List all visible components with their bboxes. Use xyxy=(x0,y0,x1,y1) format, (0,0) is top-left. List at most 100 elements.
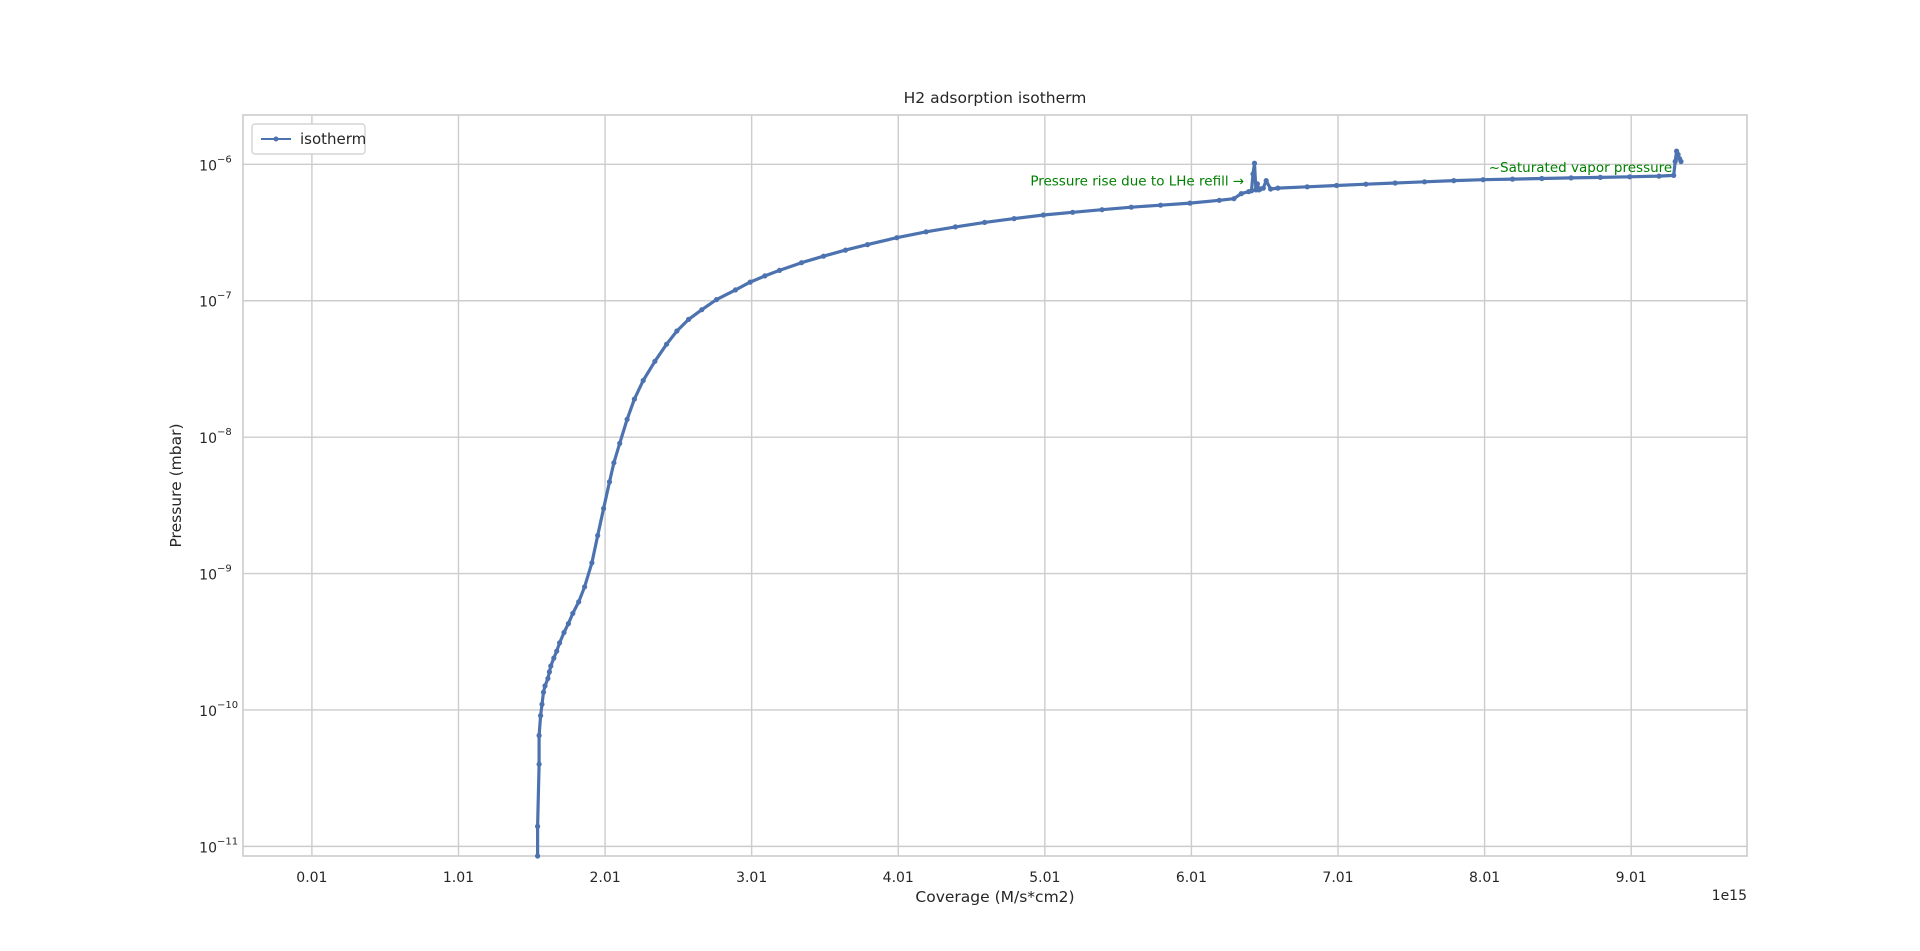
data-point xyxy=(1011,216,1017,222)
data-point xyxy=(747,279,753,285)
data-point xyxy=(1231,196,1237,202)
data-point xyxy=(536,732,542,739)
y-tick-label-base: 10 xyxy=(199,431,217,447)
data-point xyxy=(606,479,613,485)
grid xyxy=(243,115,1747,856)
data-point xyxy=(617,440,623,446)
data-point xyxy=(1248,188,1255,194)
x-tick-label: 6.01 xyxy=(1176,870,1207,886)
data-point xyxy=(1480,177,1486,183)
y-tick-label-base: 10 xyxy=(199,568,217,584)
data-point xyxy=(842,247,849,253)
y-tick-label-exponent: −7 xyxy=(217,291,232,302)
data-point xyxy=(1128,204,1134,210)
x-tick-label: 7.01 xyxy=(1322,870,1353,886)
series-layer xyxy=(535,148,1684,859)
y-tick-label: 10 xyxy=(199,295,217,311)
data-point xyxy=(1539,175,1545,182)
y-tick-label-exponent: −6 xyxy=(217,154,232,165)
data-point xyxy=(1275,185,1281,191)
x-axis-label: Coverage (M/s*cm2) xyxy=(915,888,1074,906)
data-point xyxy=(542,683,548,689)
data-point xyxy=(820,253,827,259)
y-tick-label: 10 xyxy=(199,704,217,720)
data-point xyxy=(1627,174,1633,180)
data-point xyxy=(624,416,630,422)
data-point xyxy=(611,460,617,466)
chart-title: H2 adsorption isotherm xyxy=(904,89,1087,107)
data-point xyxy=(699,307,705,313)
y-tick-label: 10 xyxy=(199,431,217,447)
data-point xyxy=(548,663,554,669)
data-point xyxy=(798,260,805,266)
data-point xyxy=(601,505,607,512)
data-point xyxy=(576,599,582,605)
y-tick-label-exponent: −8 xyxy=(217,427,232,438)
legend: isotherm xyxy=(251,123,366,155)
x-tick-label: 0.01 xyxy=(296,870,327,886)
data-point xyxy=(1238,191,1244,197)
y-axis-label: Pressure (mbar) xyxy=(167,423,185,547)
legend-label: isotherm xyxy=(300,130,366,148)
data-point xyxy=(1158,202,1164,208)
data-point xyxy=(535,823,541,830)
annotations: Pressure rise due to LHe refill → ~Satura… xyxy=(1030,160,1672,190)
x-tick-label: 4.01 xyxy=(883,870,914,886)
legend-marker-icon xyxy=(273,136,279,142)
x-axis-offset-text: 1e15 xyxy=(1712,888,1747,904)
y-tick-label-exponent: −10 xyxy=(217,700,238,711)
x-tick-label: 2.01 xyxy=(589,870,620,886)
data-point xyxy=(1509,176,1516,182)
data-point xyxy=(582,584,588,590)
data-point xyxy=(631,396,638,402)
annotation-text: ~Saturated vapor pressure xyxy=(1489,160,1673,176)
data-point xyxy=(674,328,680,334)
data-point xyxy=(982,219,988,225)
data-point xyxy=(1656,173,1662,179)
x-tick-label: 5.01 xyxy=(1029,870,1060,886)
data-point xyxy=(1671,172,1677,178)
data-point xyxy=(952,224,959,230)
y-tick-label: 10 xyxy=(199,840,217,856)
x-tick-label: 1.01 xyxy=(443,870,474,886)
data-point xyxy=(1451,178,1457,184)
data-point xyxy=(732,287,739,293)
data-point xyxy=(538,713,544,719)
data-point xyxy=(536,761,542,767)
data-point xyxy=(1070,209,1076,215)
data-point xyxy=(589,560,595,566)
data-point xyxy=(864,242,871,248)
data-point xyxy=(923,229,929,235)
data-point xyxy=(561,629,567,636)
y-tick-label-base: 10 xyxy=(199,704,217,720)
y-tick-label: 10 xyxy=(199,568,217,584)
data-point xyxy=(1334,182,1340,189)
y-tick-label-base: 10 xyxy=(199,158,217,174)
data-point xyxy=(1040,212,1046,218)
data-point xyxy=(1672,158,1678,165)
y-tick-label-exponent: −11 xyxy=(217,836,238,847)
data-point xyxy=(545,675,551,682)
data-point xyxy=(1263,178,1269,184)
data-point xyxy=(713,297,720,303)
data-point xyxy=(546,669,553,675)
data-point xyxy=(1304,184,1310,190)
data-point xyxy=(894,235,900,241)
data-point xyxy=(1250,171,1256,177)
data-point xyxy=(1392,180,1398,186)
y-tick-label-base: 10 xyxy=(199,295,217,311)
y-tick-label-exponent: −9 xyxy=(217,564,232,575)
data-point xyxy=(1187,200,1193,206)
data-point xyxy=(1568,175,1574,181)
data-point xyxy=(554,648,560,654)
data-point xyxy=(565,621,572,627)
data-point xyxy=(570,610,576,617)
data-point xyxy=(762,273,768,279)
data-point xyxy=(1268,186,1274,192)
tick-labels: 0.01 1.01 2.01 3.01 4.01 5.01 6.01 7.01 8.01 9.01… xyxy=(199,154,1647,886)
annotation-text: Pressure rise due to LHe refill → xyxy=(1030,174,1244,190)
data-point xyxy=(535,853,541,859)
x-tick-label: 9.01 xyxy=(1616,870,1647,886)
